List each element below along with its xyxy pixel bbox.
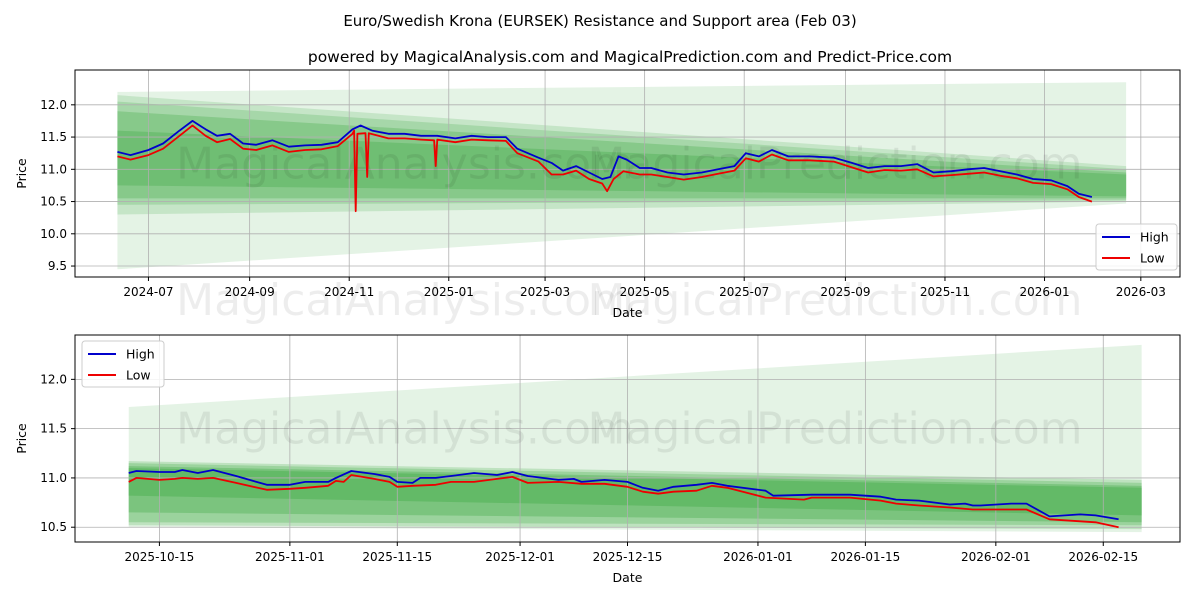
legend-label: Low [126,368,151,383]
x-axis-label: Date [613,570,643,585]
legend: High Low [81,340,165,388]
legend-label: High [126,347,155,362]
y-tick-label: 12.0 [40,98,67,112]
x-tick-label: 2026-02-01 [961,550,1031,564]
x-tick-label: 2024-09 [225,285,275,299]
top-chart: 9.5 10.0 10.5 11.0 11.5 12.0 2024-07 2024-09 202… [14,69,1181,326]
x-tick-label: 2026-03 [1116,285,1166,299]
watermark: MagicalPrediction.com [588,275,1083,326]
legend: High Low [1095,223,1178,271]
watermark: MagicalAnalysis.com [176,139,634,190]
watermark: MagicalAnalysis.com [176,404,634,455]
y-tick-label: 11.0 [40,162,67,176]
chart-title: Euro/Swedish Krona (EURSEK) Resistance a… [343,12,856,30]
support-resistance-band [117,130,1127,197]
y-tick-label: 11.0 [40,471,67,485]
x-tick-label: 2025-05 [620,285,670,299]
x-tick-label: 2026-01-01 [723,550,793,564]
watermark: MagicalPrediction.com [588,139,1083,190]
y-tick-label: 10.5 [40,520,67,534]
x-tick-label: 2025-01 [424,285,474,299]
x-tick-label: 2026-02-15 [1068,550,1138,564]
plot-frame [74,69,1181,278]
chart-subtitle: powered by MagicalAnalysis.com and Magic… [308,48,952,66]
x-tick-label: 2025-11 [920,285,970,299]
x-tick-label: 2026-01 [1019,285,1069,299]
x-tick-label: 2024-07 [123,285,173,299]
support-resistance-band [117,101,1127,205]
x-axis-label: Date [613,305,643,320]
high-series-line [128,469,1119,521]
bottom-chart: 10.5 11.0 11.5 12.0 2025-10-15 2025-11-01 2025… [14,334,1181,585]
y-axis-label: Price [14,423,29,454]
legend-label: Low [1140,251,1165,266]
y-tick-label: 9.5 [48,259,67,273]
x-tick-label: 2024-11 [324,285,374,299]
low-series-line [117,124,1093,213]
y-axis-label: Price [14,158,29,189]
x-tick-label: 2025-11-01 [255,550,325,564]
watermark: MagicalPrediction.com [588,404,1083,455]
x-tick-label: 2025-09 [820,285,870,299]
x-tick-label: 2025-12-01 [485,550,555,564]
low-series-line [128,474,1119,529]
y-tick-label: 11.5 [40,422,67,436]
support-resistance-band [117,95,1127,215]
x-tick-label: 2025-10-15 [125,550,195,564]
y-tick-label: 12.0 [40,372,67,386]
y-tick-label: 10.5 [40,195,67,209]
x-tick-label: 2025-03 [520,285,570,299]
x-tick-label: 2025-07 [719,285,769,299]
plot-frame [74,334,1181,543]
x-tick-label: 2026-01-15 [831,550,901,564]
legend-label: High [1140,230,1169,245]
high-series-line [117,120,1093,198]
x-tick-label: 2025-12-15 [593,550,663,564]
x-tick-label: 2025-11-15 [362,550,432,564]
watermark: MagicalAnalysis.com [176,275,634,326]
y-tick-label: 10.0 [40,227,67,241]
y-tick-label: 11.5 [40,130,67,144]
